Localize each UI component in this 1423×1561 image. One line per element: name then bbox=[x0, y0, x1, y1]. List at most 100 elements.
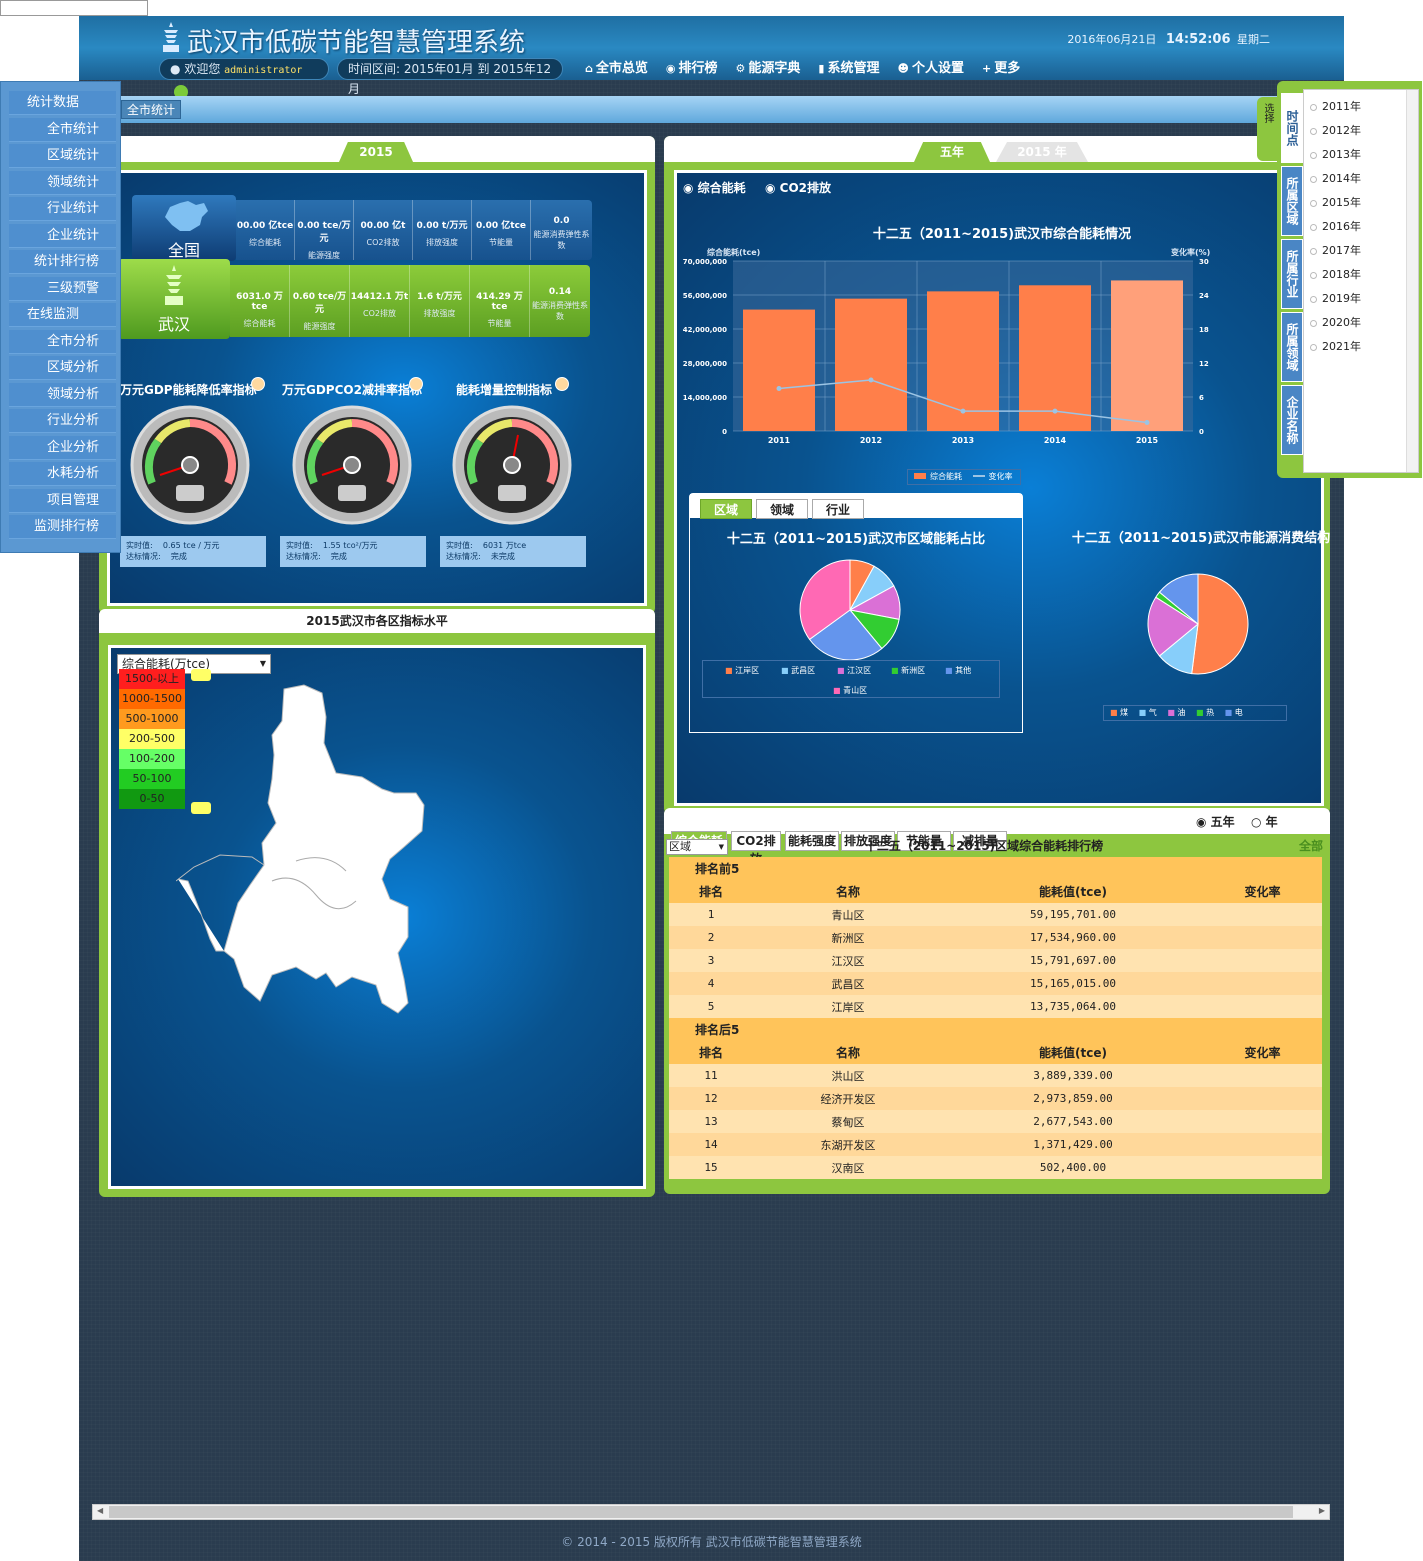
sidebar-item[interactable]: 全市统计 bbox=[9, 117, 116, 142]
pie-slice bbox=[1147, 596, 1199, 657]
sidebar-item[interactable]: 行业统计 bbox=[9, 197, 116, 221]
time-range-pill[interactable]: 时间区间: 2015年01月 到 2015年12月 bbox=[337, 58, 563, 96]
legend-item[interactable]: 1000-1500 bbox=[119, 689, 185, 709]
info-icon[interactable] bbox=[409, 377, 423, 391]
sidebar-item[interactable]: 领域统计 bbox=[9, 170, 116, 195]
datetime: 2016年06月21日 14:52:06 星期二 bbox=[1067, 31, 1270, 47]
sidetab-enterprise[interactable]: 企业名称 bbox=[1281, 385, 1303, 455]
stat-label: 能源消费弹性系数 bbox=[532, 301, 588, 321]
year-option[interactable]: 2021年 bbox=[1310, 338, 1361, 354]
nav-item-overview[interactable]: ⌂ 全市总览 bbox=[585, 58, 648, 80]
pie-tab-domain[interactable]: 领域 bbox=[756, 499, 808, 519]
nav-item-system[interactable]: ▮ 系统管理 bbox=[818, 58, 879, 80]
radio-five-year[interactable]: ◉ 五年 bbox=[1196, 815, 1235, 829]
tab-five-year[interactable]: 五年 bbox=[914, 142, 990, 162]
legend-item[interactable]: 50-100 bbox=[119, 769, 185, 789]
stat-label: CO2排放 bbox=[363, 309, 396, 318]
sidetab-region[interactable]: 所属区域 bbox=[1281, 166, 1303, 236]
nav-item-ranking[interactable]: ◉ 排行榜 bbox=[666, 58, 718, 80]
scroll-left-icon[interactable]: ◀ bbox=[97, 1506, 104, 1515]
pie-tab-region[interactable]: 区域 bbox=[700, 499, 752, 519]
year-option[interactable]: 2019年 bbox=[1310, 290, 1361, 306]
rank-tab-reduction[interactable]: 减排量 bbox=[953, 831, 1007, 851]
legend-item[interactable]: 100-200 bbox=[119, 749, 185, 769]
horizontal-scrollbar[interactable]: ◀ ▶ bbox=[92, 1504, 1330, 1520]
nav-item-profile[interactable]: ☻ 个人设置 bbox=[897, 58, 963, 80]
time-text: 14:52:06 bbox=[1165, 32, 1231, 47]
y2-tick-label: 24 bbox=[1199, 292, 1209, 300]
national-card: 全国 bbox=[132, 195, 236, 261]
wuhan-stats: 6031.0 万tce 综合能耗 0.60 tce/万元 能源强度 14412.1 … bbox=[230, 265, 590, 337]
legend-item[interactable]: 200-500 bbox=[119, 729, 185, 749]
power-icon[interactable] bbox=[174, 84, 188, 99]
tab-year[interactable]: 2015 年 bbox=[996, 142, 1088, 162]
scrollbar-thumb[interactable] bbox=[109, 1506, 1293, 1518]
radio-year[interactable]: ○ 年 bbox=[1251, 815, 1278, 829]
legend-item[interactable]: 500-1000 bbox=[119, 709, 185, 729]
rank-tab-saving[interactable]: 节能量 bbox=[897, 831, 951, 851]
sidebar-item[interactable]: 监测排行榜 bbox=[9, 515, 116, 539]
y2-tick-label: 30 bbox=[1199, 258, 1209, 266]
stat-label: 排放强度 bbox=[426, 238, 458, 247]
pie-slice bbox=[1191, 573, 1249, 675]
sidebar-item[interactable]: 项目管理 bbox=[9, 488, 116, 513]
sidebar-item[interactable]: 区域分析 bbox=[9, 356, 116, 380]
sidetab-industry[interactable]: 所属行业 bbox=[1281, 239, 1303, 309]
year-option[interactable]: 2014年 bbox=[1310, 170, 1361, 186]
rank-tab-energy-intensity[interactable]: 能耗强度 bbox=[785, 831, 839, 851]
info-icon[interactable] bbox=[251, 377, 265, 391]
scroll-right-icon[interactable]: ▶ bbox=[1318, 1506, 1325, 1515]
sidebar-item[interactable]: 水耗分析 bbox=[9, 462, 116, 486]
radio-energy[interactable]: ◉ 综合能耗 bbox=[683, 181, 746, 195]
rank-all-link[interactable]: 全部 bbox=[1299, 839, 1324, 853]
legend-item[interactable]: 0-50 bbox=[119, 789, 185, 809]
sidebar-item[interactable]: 行业分析 bbox=[9, 409, 116, 433]
wuhan-district-map bbox=[176, 684, 425, 1014]
year-option[interactable]: 2018年 bbox=[1310, 266, 1361, 282]
slider-handle-bottom[interactable] bbox=[191, 802, 211, 814]
pie-tab-industry[interactable]: 行业 bbox=[812, 499, 864, 519]
year-option[interactable]: 2013年 bbox=[1310, 146, 1361, 162]
sidetab-domain[interactable]: 所属领域 bbox=[1281, 312, 1303, 382]
rank-tab-co2[interactable]: CO2排放 bbox=[731, 831, 781, 866]
radio-co2[interactable]: ◉ CO2排放 bbox=[765, 181, 832, 195]
y2-tick-label: 6 bbox=[1199, 394, 1204, 402]
nav-item-more[interactable]: + 更多 bbox=[982, 58, 1020, 80]
slider-handle-top[interactable] bbox=[191, 669, 211, 681]
sidebar-item[interactable]: 统计排行榜 bbox=[9, 250, 116, 274]
sidebar-item[interactable]: 企业分析 bbox=[9, 435, 116, 460]
national-label: 全国 bbox=[167, 241, 200, 260]
year-option[interactable]: 2016年 bbox=[1310, 218, 1361, 234]
sidetab-timepoint[interactable]: 时间点 bbox=[1281, 93, 1303, 163]
sidebar-item[interactable]: 三级预警 bbox=[9, 276, 116, 301]
pie-slice bbox=[799, 559, 851, 641]
breadcrumb[interactable]: 全市统计 bbox=[121, 100, 182, 119]
rank-section-top: 排名前5 bbox=[669, 857, 1322, 880]
nav-item-dictionary[interactable]: ⚙ 能源字典 bbox=[736, 58, 801, 80]
info-icon[interactable] bbox=[555, 377, 569, 391]
stat-label: CO2排放 bbox=[366, 238, 400, 247]
year-list-scrollbar[interactable] bbox=[1406, 90, 1418, 472]
legend-item: ■ 江汉区 bbox=[837, 666, 872, 675]
year-option[interactable]: 2017年 bbox=[1310, 242, 1361, 258]
sidebar-item[interactable]: 企业统计 bbox=[9, 223, 116, 248]
year-option[interactable]: 2012年 bbox=[1310, 122, 1361, 138]
year-option[interactable]: 2011年 bbox=[1310, 98, 1361, 114]
tab-year-2015[interactable]: 2015 bbox=[339, 142, 413, 162]
y-tick-label: 14,000,000 bbox=[683, 394, 727, 402]
year-option[interactable]: 2020年 bbox=[1310, 314, 1361, 330]
top-text-input[interactable] bbox=[0, 0, 148, 16]
sidebar-item[interactable]: 全市分析 bbox=[9, 329, 116, 354]
selector-toggle-tab[interactable] bbox=[1257, 97, 1281, 161]
rank-tab-emission-intensity[interactable]: 排放强度 bbox=[841, 831, 895, 851]
rank-select[interactable]: 区域 ▼ bbox=[666, 839, 728, 855]
sidebar-item[interactable]: 统计数据 bbox=[9, 91, 116, 115]
map-panel-body: 综合能耗(万tce) ▼ bbox=[108, 645, 646, 1189]
year-option[interactable]: 2015年 bbox=[1310, 194, 1361, 210]
rank-icon: ◉ bbox=[665, 62, 676, 75]
sidebar-item[interactable]: 领域分析 bbox=[9, 382, 116, 407]
sidebar-item[interactable]: 区域统计 bbox=[9, 144, 116, 168]
legend-item[interactable]: 1500-以上 bbox=[119, 669, 185, 689]
sidebar-item[interactable]: 在线监测 bbox=[9, 303, 116, 327]
rate-point bbox=[776, 386, 782, 391]
